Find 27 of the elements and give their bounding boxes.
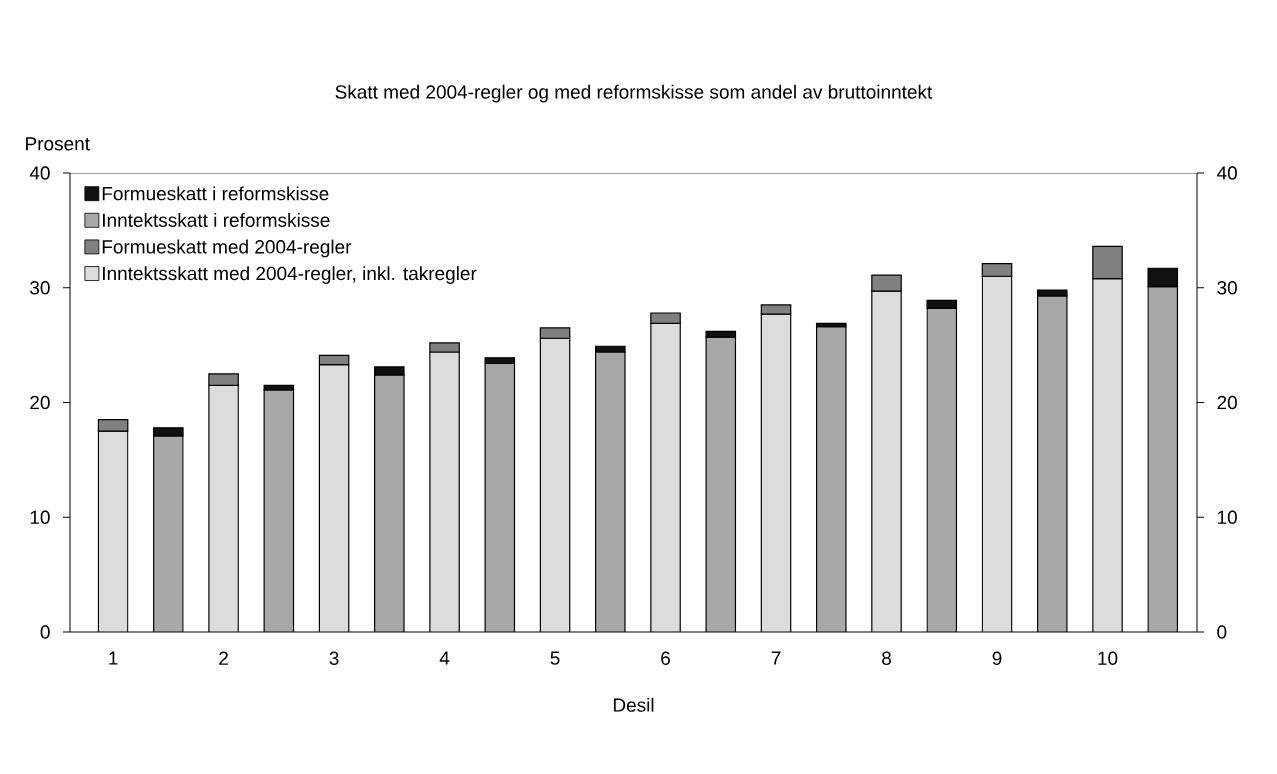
x-tick-label: 7 [771, 651, 781, 665]
x-tick-label: 4 [439, 651, 450, 665]
x-tick-label: 9 [992, 651, 1002, 665]
y-tick-label: 20 [30, 395, 50, 410]
y2-tick-label: 0 [1217, 625, 1227, 639]
legend-label: Formueskatt med 2004-regler [102, 239, 352, 258]
y2-tick-label: 20 [1217, 395, 1237, 410]
x-tick-label: 1 [109, 651, 118, 665]
x-tick-label: 5 [550, 651, 560, 665]
y-tick-label: 10 [30, 510, 50, 524]
y2-tick-label: 10 [1217, 510, 1237, 524]
x-tick-label: 3 [329, 651, 339, 665]
y-tick-label: 40 [29, 166, 50, 180]
y2-tick-label: 30 [1217, 281, 1237, 295]
x-tick-label: 6 [661, 651, 670, 665]
legend-label: Inntektsskatt med 2004-regler, inkl. takregler [103, 266, 477, 284]
y-tick-label: 0 [40, 625, 50, 639]
x-tick-label: 2 [219, 651, 228, 665]
y-tick-label: 30 [30, 281, 50, 295]
legend-label: Inntektsskatt i reformskisse [103, 213, 330, 227]
x-axis-title: Desil [613, 697, 654, 712]
x-tick-label: 10 [1098, 651, 1118, 665]
y-axis-title: Prosent [26, 137, 90, 151]
y2-tick-label: 40 [1216, 166, 1237, 180]
chart-title: Skatt med 2004-regler og med reformskisse som andel av bruttoinntekt [335, 84, 933, 103]
legend-label: Formueskatt i reformskisse [102, 186, 329, 201]
x-tick-label: 8 [882, 651, 891, 665]
